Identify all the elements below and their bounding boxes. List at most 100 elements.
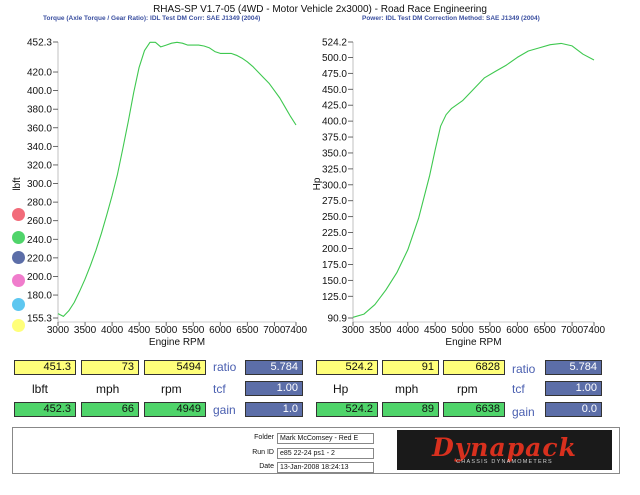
folder-label: Folder (254, 434, 274, 441)
power-y-axis-title: Hp (312, 177, 323, 190)
power-x-tick-label: 6000 (506, 325, 529, 336)
torque-y-tick-label: 260.0 (27, 216, 52, 227)
torque-y-tick-label: 380.0 (27, 105, 52, 116)
torque-bottom-value: 452.3 (14, 402, 76, 417)
power-y-tick-label: 90.9 (328, 314, 348, 325)
torque-x-tick-label: 6500 (236, 325, 259, 336)
power-gain-label: gain (512, 405, 535, 419)
torque-x-tick-label: 3500 (74, 325, 97, 336)
power-subtitle: Power: IDL Test DM Correction Method: SA… (362, 15, 540, 22)
torque-x-tick-label: 7000 (263, 325, 286, 336)
power-x-tick-label: 5500 (479, 325, 502, 336)
power-x-tick-label: 4500 (424, 325, 447, 336)
legend-dot-yellow (12, 319, 25, 332)
legend-dot-green (12, 231, 25, 244)
power-y-tick-label: 150.0 (322, 276, 347, 287)
power-mph-label: mph (395, 382, 419, 396)
torque-tcf-label: tcf (213, 382, 226, 396)
torque-peak-mph: 73 (81, 360, 139, 375)
power-y-tick-label: 425.0 (322, 101, 347, 112)
torque-y-tick-label: 452.3 (27, 38, 52, 49)
torque-bottom-mph: 66 (81, 402, 139, 417)
torque-y-tick-label: 320.0 (27, 160, 52, 171)
torque-x-tick-label: 3000 (47, 325, 70, 336)
torque-y-tick-label: 360.0 (27, 123, 52, 134)
power-y-tick-label: 475.0 (322, 69, 347, 80)
date-label: Date (259, 463, 274, 470)
torque-y-axis-title: lbft (12, 177, 23, 191)
power-gain-value: 0.0 (545, 402, 602, 417)
power-x-tick-label: 3500 (369, 325, 392, 336)
legend-dot-red (12, 208, 25, 221)
torque-y-tick-label: 240.0 (27, 235, 52, 246)
power-y-tick-label: 225.0 (322, 228, 347, 239)
torque-unit-label: lbft (32, 382, 49, 396)
run-info-panel (12, 427, 620, 474)
torque-x-tick-label: 5500 (182, 325, 205, 336)
chart-title: RHAS-SP V1.7-05 (4WD - Motor Vehicle 2x3… (153, 4, 487, 15)
run-id-label: Run ID (252, 449, 274, 456)
legend-dot-pink (12, 274, 25, 287)
legend-dot-blue (12, 251, 25, 264)
torque-x-tick-label: 4000 (101, 325, 124, 336)
dynapack-logo: Dynapack CHASSIS DYNAMOMETERS (397, 430, 612, 470)
torque-y-tick-label: 400.0 (27, 86, 52, 97)
power-y-tick-label: 200.0 (322, 244, 347, 255)
power-bottom-value: 524.2 (316, 402, 378, 417)
power-bottom-mph: 89 (382, 402, 439, 417)
power-y-tick-label: 375.0 (322, 133, 347, 144)
power-y-tick-label: 125.0 (322, 292, 347, 303)
torque-ratio-label: ratio (213, 360, 237, 374)
torque-y-tick-label: 280.0 (27, 198, 52, 209)
torque-y-tick-label: 200.0 (27, 272, 52, 283)
torque-mph-label: mph (96, 382, 120, 396)
run-id-value: e85 22-24 ps1 - 2 (277, 448, 374, 459)
logo-subtext: CHASSIS DYNAMOMETERS (456, 459, 553, 465)
power-y-tick-label: 275.0 (322, 196, 347, 207)
torque-y-tick-label: 420.0 (27, 68, 52, 79)
power-x-tick-label: 3000 (342, 325, 365, 336)
power-ratio-value: 5.784 (545, 360, 602, 375)
legend-dot-cyan (12, 298, 25, 311)
power-x-tick-label: 7400 (583, 325, 606, 336)
torque-x-tick-label: 4500 (128, 325, 151, 336)
torque-bottom-rpm: 4949 (144, 402, 206, 417)
power-y-tick-label: 250.0 (322, 212, 347, 223)
torque-subtitle: Torque (Axle Torque / Gear Ratio): IDL T… (43, 15, 261, 22)
date-value: 13-Jan-2008 18:24:13 (277, 462, 374, 473)
power-tcf-label: tcf (512, 382, 525, 396)
power-y-tick-label: 400.0 (322, 117, 347, 128)
power-peak-mph: 91 (382, 360, 439, 375)
power-x-tick-label: 6500 (534, 325, 557, 336)
power-curve (352, 42, 595, 318)
torque-y-tick-label: 155.3 (27, 314, 52, 325)
power-peak-rpm: 6828 (443, 360, 505, 375)
power-y-tick-label: 450.0 (322, 85, 347, 96)
torque-tcf-value: 1.00 (245, 381, 303, 396)
power-bottom-rpm: 6638 (443, 402, 505, 417)
power-y-tick-label: 500.0 (322, 53, 347, 64)
power-x-tick-label: 4000 (397, 325, 420, 336)
torque-y-tick-label: 220.0 (27, 253, 52, 264)
power-x-tick-label: 7000 (561, 325, 584, 336)
torque-ratio-value: 5.784 (245, 360, 303, 375)
torque-curve (57, 41, 297, 317)
torque-y-tick-label: 300.0 (27, 179, 52, 190)
power-x-axis-title: Engine RPM (445, 337, 501, 348)
torque-x-tick-label: 7400 (285, 325, 308, 336)
power-y-tick-label: 524.2 (322, 38, 347, 49)
power-ratio-label: ratio (512, 362, 536, 376)
power-y-tick-label: 175.0 (322, 260, 347, 271)
folder-value: Mark McComsey - Red E (277, 433, 374, 444)
torque-x-axis-title: Engine RPM (149, 337, 205, 348)
power-x-tick-label: 5000 (451, 325, 474, 336)
logo-wordmark: Dynapack (432, 433, 577, 462)
torque-x-tick-label: 5000 (155, 325, 178, 336)
torque-x-tick-label: 6000 (209, 325, 232, 336)
torque-y-tick-label: 340.0 (27, 142, 52, 153)
power-y-tick-label: 325.0 (322, 164, 347, 175)
power-unit-label: Hp (333, 382, 349, 396)
power-rpm-label: rpm (457, 382, 478, 396)
torque-rpm-label: rpm (161, 382, 182, 396)
